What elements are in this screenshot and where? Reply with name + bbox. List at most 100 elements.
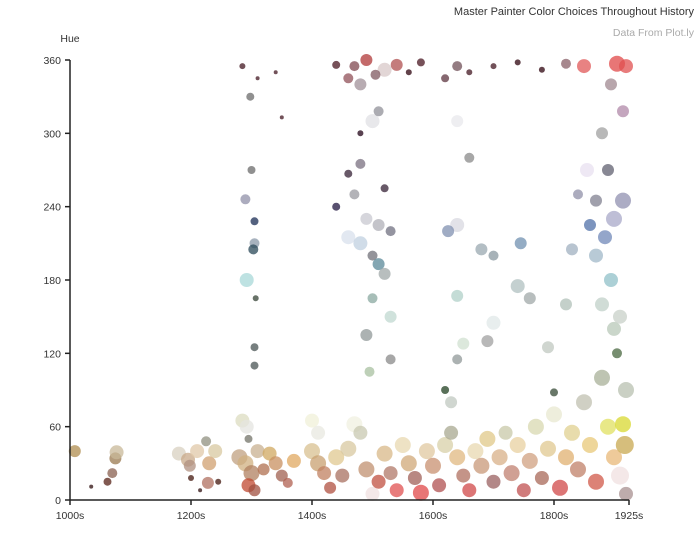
data-point[interactable] — [451, 289, 464, 302]
data-point[interactable] — [282, 477, 293, 488]
data-point[interactable] — [335, 468, 350, 483]
data-point[interactable] — [418, 443, 435, 460]
data-point[interactable] — [619, 59, 633, 74]
data-point[interactable] — [208, 444, 223, 459]
data-point[interactable] — [248, 484, 261, 497]
data-point[interactable] — [577, 59, 591, 74]
data-point[interactable] — [490, 63, 497, 70]
data-point[interactable] — [491, 449, 508, 466]
data-point[interactable] — [570, 461, 586, 478]
data-point[interactable] — [332, 60, 341, 69]
data-point[interactable] — [613, 309, 627, 324]
data-point[interactable] — [451, 115, 464, 128]
data-point[interactable] — [584, 219, 596, 231]
data-point[interactable] — [606, 449, 622, 466]
data-point[interactable] — [488, 250, 499, 261]
data-point[interactable] — [248, 244, 259, 255]
data-point[interactable] — [89, 484, 94, 489]
data-point[interactable] — [467, 443, 484, 460]
data-point[interactable] — [279, 115, 284, 120]
data-point[interactable] — [412, 484, 429, 501]
data-point[interactable] — [560, 298, 572, 311]
data-point[interactable] — [201, 436, 212, 447]
data-point[interactable] — [503, 465, 520, 482]
data-point[interactable] — [328, 449, 345, 466]
data-point[interactable] — [286, 453, 301, 468]
data-point[interactable] — [486, 474, 501, 489]
data-point[interactable] — [365, 486, 380, 501]
data-point[interactable] — [332, 202, 341, 211]
data-point[interactable] — [250, 217, 259, 226]
data-point[interactable] — [370, 69, 381, 80]
data-point[interactable] — [246, 92, 255, 101]
data-point[interactable] — [566, 243, 578, 256]
data-point[interactable] — [479, 430, 496, 447]
data-point[interactable] — [360, 212, 373, 225]
data-point[interactable] — [598, 230, 612, 245]
data-point[interactable] — [250, 343, 259, 352]
data-point[interactable] — [353, 425, 368, 440]
data-point[interactable] — [437, 437, 454, 453]
data-point[interactable] — [367, 250, 378, 261]
data-point[interactable] — [542, 341, 554, 354]
data-point[interactable] — [486, 315, 501, 330]
data-point[interactable] — [243, 465, 260, 482]
data-point[interactable] — [600, 418, 616, 435]
data-point[interactable] — [552, 479, 568, 496]
data-point[interactable] — [450, 218, 465, 232]
data-point[interactable] — [372, 219, 385, 231]
data-point[interactable] — [588, 473, 604, 490]
data-point[interactable] — [268, 456, 283, 471]
data-point[interactable] — [464, 152, 475, 163]
data-point[interactable] — [244, 434, 253, 443]
data-point[interactable] — [390, 58, 403, 71]
data-point[interactable] — [239, 63, 246, 70]
data-point[interactable] — [255, 76, 260, 81]
data-point[interactable] — [602, 164, 614, 176]
data-point[interactable] — [514, 59, 521, 66]
data-point[interactable] — [252, 295, 259, 302]
data-point[interactable] — [257, 463, 270, 476]
data-point[interactable] — [275, 469, 288, 482]
data-point[interactable] — [576, 394, 592, 411]
data-point[interactable] — [188, 475, 194, 481]
data-point[interactable] — [385, 354, 396, 365]
data-point[interactable] — [394, 437, 411, 453]
data-point[interactable] — [432, 478, 447, 493]
data-point[interactable] — [509, 437, 526, 453]
data-point[interactable] — [514, 237, 527, 250]
data-point[interactable] — [360, 54, 373, 66]
data-point[interactable] — [594, 369, 610, 386]
data-point[interactable] — [340, 440, 357, 457]
data-point[interactable] — [250, 361, 259, 370]
data-point[interactable] — [349, 61, 360, 72]
data-point[interactable] — [612, 348, 622, 359]
data-point[interactable] — [349, 189, 360, 200]
data-point[interactable] — [357, 130, 364, 137]
data-point[interactable] — [605, 78, 617, 91]
data-point[interactable] — [538, 66, 545, 73]
data-point[interactable] — [109, 445, 124, 460]
data-point[interactable] — [473, 457, 490, 474]
data-point[interactable] — [341, 230, 356, 245]
data-point[interactable] — [247, 166, 256, 174]
data-point[interactable] — [107, 468, 118, 479]
data-point[interactable] — [304, 443, 320, 460]
data-point[interactable] — [462, 483, 477, 498]
data-point[interactable] — [441, 386, 450, 394]
data-point[interactable] — [311, 425, 326, 440]
data-point[interactable] — [444, 425, 459, 440]
data-point[interactable] — [317, 466, 332, 481]
data-point[interactable] — [550, 388, 558, 397]
data-point[interactable] — [367, 293, 378, 304]
data-point[interactable] — [360, 329, 373, 341]
data-point[interactable] — [611, 466, 629, 485]
data-point[interactable] — [68, 445, 81, 458]
data-point[interactable] — [425, 457, 441, 474]
data-point[interactable] — [558, 449, 574, 466]
data-point[interactable] — [365, 114, 380, 129]
data-point[interactable] — [383, 466, 398, 481]
data-point[interactable] — [372, 258, 385, 271]
data-point[interactable] — [481, 335, 494, 348]
data-point[interactable] — [595, 297, 609, 312]
